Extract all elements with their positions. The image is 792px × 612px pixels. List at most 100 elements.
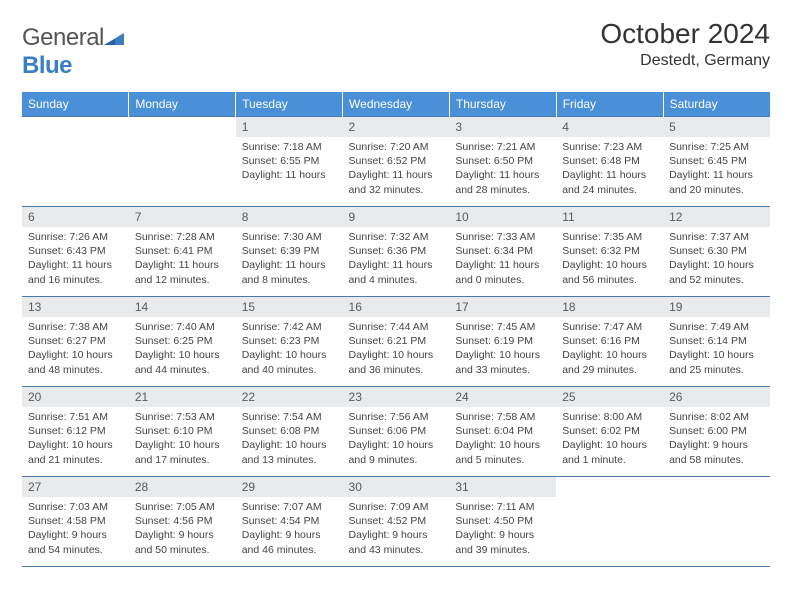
weekday-header: Tuesday xyxy=(236,92,343,117)
day-details: Sunrise: 8:00 AMSunset: 6:02 PMDaylight:… xyxy=(556,407,663,470)
day-number: 25 xyxy=(556,387,663,407)
day-details: Sunrise: 7:30 AMSunset: 6:39 PMDaylight:… xyxy=(236,227,343,290)
brand-part2: Blue xyxy=(22,52,72,79)
sunrise-line: Sunrise: 7:09 AM xyxy=(349,500,444,514)
day-number: 5 xyxy=(663,117,770,137)
calendar-cell: 31Sunrise: 7:11 AMSunset: 4:50 PMDayligh… xyxy=(449,477,556,567)
calendar-table: Sunday Monday Tuesday Wednesday Thursday… xyxy=(22,92,770,567)
day-number: 28 xyxy=(129,477,236,497)
brand-name: General Blue xyxy=(22,24,126,80)
day-number: 11 xyxy=(556,207,663,227)
daylight-line: Daylight: 9 hours and 39 minutes. xyxy=(455,528,550,556)
sunset-line: Sunset: 6:12 PM xyxy=(28,424,123,438)
sunrise-line: Sunrise: 7:51 AM xyxy=(28,410,123,424)
day-number: 23 xyxy=(343,387,450,407)
day-details: Sunrise: 7:25 AMSunset: 6:45 PMDaylight:… xyxy=(663,137,770,200)
brand-triangle-icon xyxy=(104,31,126,47)
weekday-header: Friday xyxy=(556,92,663,117)
sunset-line: Sunset: 6:06 PM xyxy=(349,424,444,438)
day-number: 27 xyxy=(22,477,129,497)
sunrise-line: Sunrise: 7:58 AM xyxy=(455,410,550,424)
calendar-cell: 25Sunrise: 8:00 AMSunset: 6:02 PMDayligh… xyxy=(556,387,663,477)
day-details: Sunrise: 7:35 AMSunset: 6:32 PMDaylight:… xyxy=(556,227,663,290)
calendar-cell: 28Sunrise: 7:05 AMSunset: 4:56 PMDayligh… xyxy=(129,477,236,567)
day-number: 30 xyxy=(343,477,450,497)
weekday-header: Saturday xyxy=(663,92,770,117)
day-details: Sunrise: 7:38 AMSunset: 6:27 PMDaylight:… xyxy=(22,317,129,380)
calendar-cell: 9Sunrise: 7:32 AMSunset: 6:36 PMDaylight… xyxy=(343,207,450,297)
day-number: 10 xyxy=(449,207,556,227)
sunrise-line: Sunrise: 7:40 AM xyxy=(135,320,230,334)
calendar-cell: 30Sunrise: 7:09 AMSunset: 4:52 PMDayligh… xyxy=(343,477,450,567)
daylight-line: Daylight: 10 hours and 1 minute. xyxy=(562,438,657,466)
day-number: 20 xyxy=(22,387,129,407)
sunrise-line: Sunrise: 7:54 AM xyxy=(242,410,337,424)
daylight-line: Daylight: 9 hours and 50 minutes. xyxy=(135,528,230,556)
sunrise-line: Sunrise: 7:45 AM xyxy=(455,320,550,334)
sunrise-line: Sunrise: 7:32 AM xyxy=(349,230,444,244)
daylight-line: Daylight: 10 hours and 56 minutes. xyxy=(562,258,657,286)
sunrise-line: Sunrise: 7:18 AM xyxy=(242,140,337,154)
calendar-cell: 20Sunrise: 7:51 AMSunset: 6:12 PMDayligh… xyxy=(22,387,129,477)
sunrise-line: Sunrise: 7:44 AM xyxy=(349,320,444,334)
day-number: 29 xyxy=(236,477,343,497)
sunset-line: Sunset: 6:52 PM xyxy=(349,154,444,168)
sunset-line: Sunset: 6:41 PM xyxy=(135,244,230,258)
daylight-line: Daylight: 10 hours and 9 minutes. xyxy=(349,438,444,466)
day-details: Sunrise: 7:21 AMSunset: 6:50 PMDaylight:… xyxy=(449,137,556,200)
calendar-cell: 23Sunrise: 7:56 AMSunset: 6:06 PMDayligh… xyxy=(343,387,450,477)
day-details: Sunrise: 7:05 AMSunset: 4:56 PMDaylight:… xyxy=(129,497,236,560)
daylight-line: Daylight: 10 hours and 44 minutes. xyxy=(135,348,230,376)
day-number: 14 xyxy=(129,297,236,317)
day-number: 19 xyxy=(663,297,770,317)
day-details: Sunrise: 7:47 AMSunset: 6:16 PMDaylight:… xyxy=(556,317,663,380)
calendar-cell: 6Sunrise: 7:26 AMSunset: 6:43 PMDaylight… xyxy=(22,207,129,297)
sunrise-line: Sunrise: 7:49 AM xyxy=(669,320,764,334)
day-details: Sunrise: 7:40 AMSunset: 6:25 PMDaylight:… xyxy=(129,317,236,380)
sunset-line: Sunset: 6:14 PM xyxy=(669,334,764,348)
daylight-line: Daylight: 11 hours and 20 minutes. xyxy=(669,168,764,196)
day-number: 7 xyxy=(129,207,236,227)
daylight-line: Daylight: 9 hours and 54 minutes. xyxy=(28,528,123,556)
sunrise-line: Sunrise: 7:28 AM xyxy=(135,230,230,244)
sunset-line: Sunset: 4:54 PM xyxy=(242,514,337,528)
daylight-line: Daylight: 10 hours and 36 minutes. xyxy=(349,348,444,376)
sunrise-line: Sunrise: 7:11 AM xyxy=(455,500,550,514)
sunrise-line: Sunrise: 7:42 AM xyxy=(242,320,337,334)
day-number: 18 xyxy=(556,297,663,317)
daylight-line: Daylight: 10 hours and 33 minutes. xyxy=(455,348,550,376)
calendar-cell: 21Sunrise: 7:53 AMSunset: 6:10 PMDayligh… xyxy=(129,387,236,477)
day-number: 13 xyxy=(22,297,129,317)
daylight-line: Daylight: 9 hours and 46 minutes. xyxy=(242,528,337,556)
calendar-cell: .. xyxy=(556,477,663,567)
calendar-cell: 5Sunrise: 7:25 AMSunset: 6:45 PMDaylight… xyxy=(663,117,770,207)
day-details: Sunrise: 7:58 AMSunset: 6:04 PMDaylight:… xyxy=(449,407,556,470)
calendar-cell: 10Sunrise: 7:33 AMSunset: 6:34 PMDayligh… xyxy=(449,207,556,297)
day-details: Sunrise: 7:37 AMSunset: 6:30 PMDaylight:… xyxy=(663,227,770,290)
calendar-cell: 22Sunrise: 7:54 AMSunset: 6:08 PMDayligh… xyxy=(236,387,343,477)
daylight-line: Daylight: 10 hours and 40 minutes. xyxy=(242,348,337,376)
calendar-row: 20Sunrise: 7:51 AMSunset: 6:12 PMDayligh… xyxy=(22,387,770,477)
calendar-cell: .. xyxy=(129,117,236,207)
calendar-cell: 16Sunrise: 7:44 AMSunset: 6:21 PMDayligh… xyxy=(343,297,450,387)
day-details: Sunrise: 7:51 AMSunset: 6:12 PMDaylight:… xyxy=(22,407,129,470)
sunset-line: Sunset: 6:23 PM xyxy=(242,334,337,348)
sunset-line: Sunset: 6:27 PM xyxy=(28,334,123,348)
daylight-line: Daylight: 10 hours and 29 minutes. xyxy=(562,348,657,376)
day-number: 1 xyxy=(236,117,343,137)
sunset-line: Sunset: 6:16 PM xyxy=(562,334,657,348)
daylight-line: Daylight: 11 hours and 24 minutes. xyxy=(562,168,657,196)
daylight-line: Daylight: 10 hours and 25 minutes. xyxy=(669,348,764,376)
day-details: Sunrise: 7:49 AMSunset: 6:14 PMDaylight:… xyxy=(663,317,770,380)
day-details: Sunrise: 7:28 AMSunset: 6:41 PMDaylight:… xyxy=(129,227,236,290)
day-details: Sunrise: 7:11 AMSunset: 4:50 PMDaylight:… xyxy=(449,497,556,560)
day-details: Sunrise: 7:45 AMSunset: 6:19 PMDaylight:… xyxy=(449,317,556,380)
sunrise-line: Sunrise: 8:02 AM xyxy=(669,410,764,424)
daylight-line: Daylight: 11 hours and 16 minutes. xyxy=(28,258,123,286)
sunset-line: Sunset: 6:10 PM xyxy=(135,424,230,438)
day-details: Sunrise: 8:02 AMSunset: 6:00 PMDaylight:… xyxy=(663,407,770,470)
daylight-line: Daylight: 9 hours and 43 minutes. xyxy=(349,528,444,556)
weekday-header: Thursday xyxy=(449,92,556,117)
day-details: Sunrise: 7:56 AMSunset: 6:06 PMDaylight:… xyxy=(343,407,450,470)
sunrise-line: Sunrise: 7:26 AM xyxy=(28,230,123,244)
